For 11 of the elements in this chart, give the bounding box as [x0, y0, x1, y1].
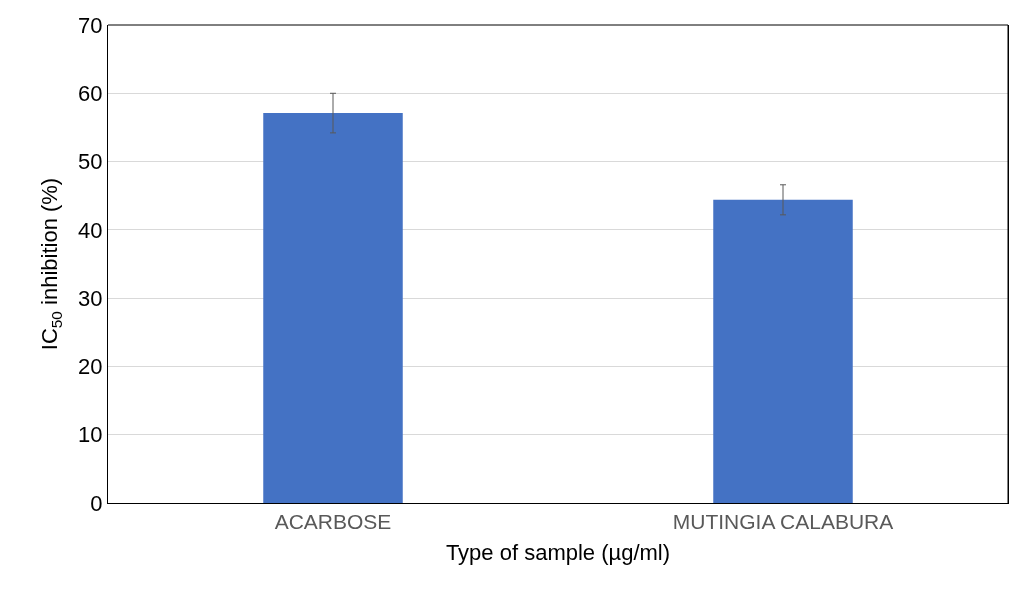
y-tick-label: 40	[78, 217, 103, 243]
y-tick-label: 70	[78, 12, 103, 38]
x-tick-label: MUTINGIA CALABURA	[672, 510, 894, 534]
x-tick-label: ACARBOSE	[274, 510, 392, 534]
x-axis-title: Type of sample (µg/ml)	[445, 540, 671, 566]
y-tick-label: 0	[90, 490, 103, 516]
y-tick-label: 60	[78, 80, 103, 106]
y-tick-label: 10	[78, 422, 103, 448]
y-tick-label: 20	[78, 354, 103, 380]
y-tick-label: 30	[78, 285, 103, 311]
y-tick-label: 50	[78, 149, 103, 175]
